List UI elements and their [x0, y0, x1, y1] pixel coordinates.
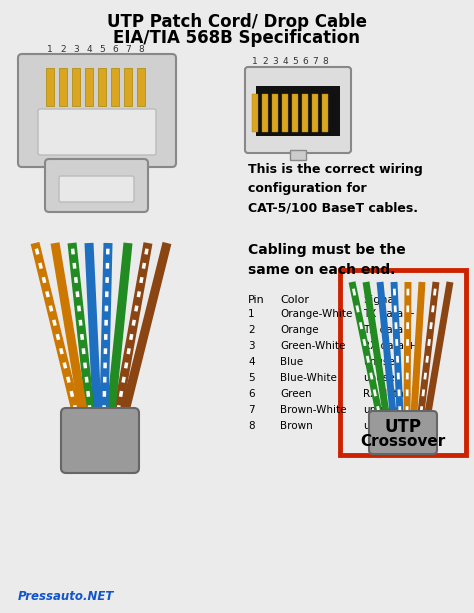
Bar [98, 68, 106, 106]
Bar [312, 94, 318, 132]
Text: unused: unused [363, 373, 401, 383]
Bar [85, 68, 93, 106]
Text: Signal: Signal [363, 295, 398, 305]
Text: 6: 6 [248, 389, 255, 399]
Text: Pressauto.NET: Pressauto.NET [18, 590, 114, 603]
Text: unused: unused [363, 357, 401, 367]
FancyBboxPatch shape [59, 176, 134, 202]
Text: 2: 2 [60, 45, 66, 54]
Bar [302, 94, 308, 132]
Text: TX data -: TX data - [363, 325, 410, 335]
Bar [340, 270, 466, 455]
Text: Orange: Orange [280, 325, 319, 335]
Bar [111, 68, 119, 106]
Bar [322, 94, 328, 132]
Text: Brown-White: Brown-White [280, 405, 346, 415]
FancyBboxPatch shape [38, 109, 156, 155]
Bar [72, 68, 80, 106]
Text: 3: 3 [272, 57, 278, 66]
Text: This is the correct wiring
configuration for
CAT-5/100 BaseT cables.: This is the correct wiring configuration… [248, 163, 423, 214]
Text: RX data +: RX data + [363, 341, 416, 351]
Text: RX data -: RX data - [363, 389, 411, 399]
Text: Green: Green [280, 389, 311, 399]
FancyBboxPatch shape [61, 408, 139, 473]
Bar [292, 94, 298, 132]
Text: UTP: UTP [384, 418, 421, 436]
Text: 4: 4 [86, 45, 92, 54]
Text: unused: unused [363, 421, 401, 431]
Text: TX data +: TX data + [363, 309, 415, 319]
FancyBboxPatch shape [245, 67, 351, 153]
Bar [290, 150, 306, 160]
Text: 8: 8 [248, 421, 255, 431]
Text: Color: Color [280, 295, 309, 305]
FancyBboxPatch shape [369, 411, 437, 454]
Text: 1: 1 [252, 57, 258, 66]
Text: 5: 5 [248, 373, 255, 383]
Bar [137, 68, 145, 106]
Text: 1: 1 [248, 309, 255, 319]
Text: 7: 7 [312, 57, 318, 66]
Text: UTP Patch Cord/ Drop Cable: UTP Patch Cord/ Drop Cable [107, 13, 367, 31]
Bar [272, 94, 278, 132]
Text: 3: 3 [248, 341, 255, 351]
Bar [252, 94, 258, 132]
Text: 6: 6 [112, 45, 118, 54]
Bar [282, 94, 288, 132]
Text: 6: 6 [302, 57, 308, 66]
Text: 5: 5 [99, 45, 105, 54]
Text: Orange-White: Orange-White [280, 309, 352, 319]
Text: 4: 4 [282, 57, 288, 66]
Text: 8: 8 [322, 57, 328, 66]
Text: 3: 3 [73, 45, 79, 54]
FancyBboxPatch shape [18, 54, 176, 167]
Bar [46, 68, 54, 106]
Text: Green-White: Green-White [280, 341, 346, 351]
Bar [59, 68, 67, 106]
Text: 8: 8 [138, 45, 144, 54]
Text: Brown: Brown [280, 421, 313, 431]
Text: 5: 5 [292, 57, 298, 66]
FancyBboxPatch shape [45, 159, 148, 212]
Text: EIA/TIA 568B Specification: EIA/TIA 568B Specification [113, 29, 361, 47]
Text: Blue: Blue [280, 357, 303, 367]
Text: 7: 7 [248, 405, 255, 415]
Text: Cabling must be the
same on each end.: Cabling must be the same on each end. [248, 243, 406, 276]
Text: unused: unused [363, 405, 401, 415]
Text: 4: 4 [248, 357, 255, 367]
Text: 2: 2 [262, 57, 268, 66]
Text: 2: 2 [248, 325, 255, 335]
Text: Pin: Pin [248, 295, 265, 305]
Text: Blue-White: Blue-White [280, 373, 337, 383]
Bar [124, 68, 132, 106]
Text: 1: 1 [47, 45, 53, 54]
Bar [262, 94, 268, 132]
Text: 7: 7 [125, 45, 131, 54]
Text: Crossover: Crossover [360, 435, 446, 449]
Bar [256, 86, 340, 136]
